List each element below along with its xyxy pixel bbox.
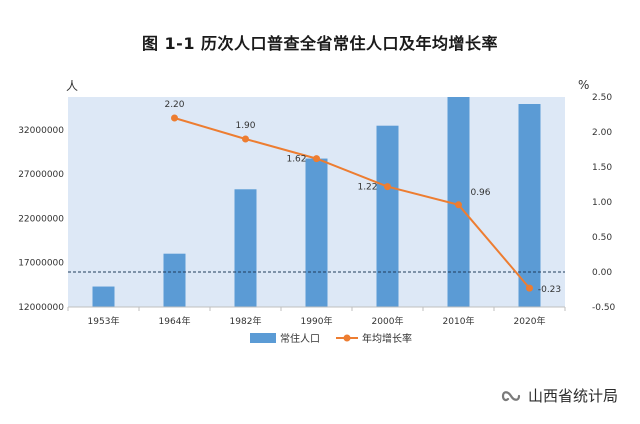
x-tick-label: 1982年 <box>230 315 262 327</box>
population-bar <box>163 253 186 307</box>
left-tick-label: 17000000 <box>18 259 64 269</box>
growth-rate-point <box>384 183 391 191</box>
growth-rate-data-label: 1.62 <box>286 155 306 165</box>
left-axis-unit: 人 <box>66 79 78 93</box>
population-bar <box>92 286 115 307</box>
wechat-channel-icon <box>501 390 521 401</box>
left-tick-label: 27000000 <box>18 170 64 180</box>
growth-rate-data-label: 0.96 <box>470 188 490 198</box>
growth-rate-line <box>174 117 531 289</box>
right-axis-unit: % <box>578 78 589 92</box>
right-tick-label: 2.50 <box>592 93 612 103</box>
growth-rate-point <box>242 135 249 143</box>
growth-rate-data-label: 1.22 <box>357 183 377 193</box>
population-bar <box>305 158 328 307</box>
legend-label-population: 常住人口 <box>280 332 320 345</box>
growth-rate-point <box>171 114 178 122</box>
watermark-text: 山西省统计局 <box>527 387 618 405</box>
left-tick-label: 32000000 <box>18 126 64 136</box>
x-tick-label: 2020年 <box>514 315 546 327</box>
left-tick-label: 12000000 <box>18 303 64 313</box>
watermark: 山西省统计局 <box>500 385 618 406</box>
population-bar <box>376 125 399 308</box>
left-tick-label: 22000000 <box>18 214 64 224</box>
x-tick-label: 1990年 <box>301 315 333 327</box>
population-bar <box>234 189 257 307</box>
growth-rate-data-label: 2.20 <box>164 100 184 110</box>
legend-swatch-population <box>250 333 276 343</box>
x-tick-label: 1964年 <box>159 315 191 327</box>
x-tick-label: 2010年 <box>443 315 475 327</box>
growth-rate-data-label: 1.90 <box>235 121 255 131</box>
population-bar <box>518 103 541 308</box>
growth-rate-data-label: -0.23 <box>538 285 561 295</box>
growth-rate-point <box>526 284 533 292</box>
x-tick-label: 1953年 <box>88 315 120 327</box>
legend-label-growth: 年均增长率 <box>362 332 412 345</box>
right-tick-label: 1.00 <box>592 198 612 208</box>
right-tick-label: 2.00 <box>592 128 612 138</box>
right-tick-label: 0.00 <box>592 268 612 278</box>
growth-rate-point <box>313 155 320 163</box>
chart-title: 图 1-1 历次人口普查全省常住人口及年均增长率 <box>141 34 499 53</box>
x-tick-label: 2000年 <box>372 315 404 327</box>
right-tick-label: -0.50 <box>592 303 616 313</box>
right-tick-label: 0.50 <box>592 233 612 243</box>
growth-rate-point <box>455 201 462 209</box>
right-tick-label: 1.50 <box>592 163 612 173</box>
legend-swatch-growth-point <box>343 334 351 342</box>
